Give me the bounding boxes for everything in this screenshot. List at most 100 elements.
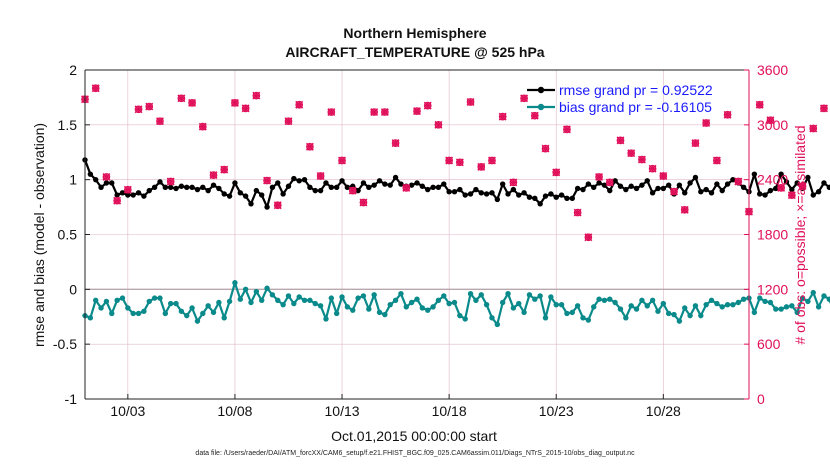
data-point <box>655 185 661 192</box>
data-point <box>226 193 233 199</box>
data-point <box>408 299 415 306</box>
legend-label: rmse grand pr = 0.92522 <box>559 82 713 98</box>
data-point <box>569 309 575 316</box>
obs-assimilated-marker <box>766 116 775 125</box>
data-point <box>644 178 650 184</box>
obs-assimilated-marker <box>102 172 111 181</box>
data-point <box>735 299 741 306</box>
data-point <box>473 186 479 193</box>
data-point <box>687 312 693 319</box>
obs-assimilated-marker <box>466 98 475 106</box>
data-point <box>189 305 195 311</box>
data-point <box>596 296 602 302</box>
data-point <box>703 301 709 308</box>
data-point <box>392 174 399 181</box>
data-point <box>612 178 618 184</box>
data-point <box>178 308 185 314</box>
data-point <box>435 297 442 303</box>
data-point <box>232 280 238 286</box>
obs-assimilated-marker <box>241 104 250 113</box>
data-point <box>360 180 367 186</box>
data-point <box>382 311 388 318</box>
data-point <box>87 315 94 321</box>
data-point <box>789 186 795 193</box>
obs-assimilated-marker <box>734 177 743 186</box>
obs-assimilated-marker <box>391 139 400 148</box>
data-point <box>323 180 329 186</box>
data-point <box>467 191 474 197</box>
data-point <box>189 184 195 191</box>
legend-entry: rmse grand pr = 0.92522 <box>527 82 713 98</box>
data-point <box>200 310 206 317</box>
obs-assimilated-marker <box>198 122 207 131</box>
data-point <box>285 293 292 299</box>
data-point <box>542 193 549 199</box>
data-point <box>628 303 634 309</box>
data-point <box>601 182 608 188</box>
data-point <box>307 297 313 303</box>
data-point <box>446 189 452 195</box>
data-point <box>489 315 495 321</box>
data-point <box>692 174 699 181</box>
chart-title-line2: AIRCRAFT_TEMPERATURE @ 525 hPa <box>285 44 545 60</box>
data-point <box>419 305 426 311</box>
obs-assimilated-marker <box>166 177 175 186</box>
data-point <box>773 306 779 312</box>
data-point <box>125 192 131 198</box>
data-point <box>692 303 699 309</box>
data-point <box>441 181 447 187</box>
data-point <box>162 184 169 191</box>
legend-entry: bias grand pr = -0.16105 <box>527 99 712 115</box>
obs-assimilated-marker <box>295 100 304 109</box>
obs-assimilated-marker <box>177 94 186 103</box>
obs-assimilated-marker <box>723 110 732 119</box>
obs-assimilated-marker <box>434 120 443 129</box>
data-point <box>141 193 147 199</box>
obs-assimilated-marker <box>562 125 571 134</box>
data-point <box>221 315 227 321</box>
data-point <box>805 174 811 181</box>
data-point <box>751 309 758 316</box>
data-point <box>446 300 452 307</box>
data-point <box>317 303 324 309</box>
data-point <box>724 301 731 308</box>
data-point <box>200 184 206 191</box>
data-point <box>355 295 361 301</box>
obs-assimilated-marker <box>348 186 357 195</box>
data-point <box>425 186 431 193</box>
data-point <box>162 310 169 317</box>
obs-assimilated-marker <box>423 101 432 110</box>
data-point <box>676 318 683 324</box>
data-point <box>307 184 313 191</box>
data-point <box>810 289 816 296</box>
data-point <box>119 190 126 196</box>
data-point <box>778 171 784 177</box>
obs-assimilated-marker <box>541 144 550 153</box>
y-tick-label-right: 0 <box>757 391 765 407</box>
data-point <box>242 286 249 293</box>
obs-assimilated-marker <box>488 156 496 165</box>
obs-assimilated-marker <box>530 111 539 120</box>
data-point <box>210 182 217 188</box>
data-point <box>494 196 501 203</box>
chart-title-line1: Northern Hemisphere <box>343 25 487 41</box>
data-point <box>526 292 533 298</box>
obs-assimilated-marker <box>648 164 657 173</box>
data-point <box>451 299 458 306</box>
data-point <box>301 297 308 303</box>
data-point <box>633 185 640 192</box>
data-point <box>285 183 292 189</box>
data-point <box>301 176 308 183</box>
data-point <box>607 296 613 302</box>
data-point <box>253 288 260 295</box>
obs-assimilated-marker <box>820 104 828 113</box>
data-point <box>532 296 538 302</box>
legend-marker <box>537 103 545 111</box>
data-point <box>173 185 179 192</box>
data-point <box>151 295 158 301</box>
data-point <box>478 292 484 298</box>
data-point <box>109 180 115 186</box>
data-point <box>623 315 629 321</box>
